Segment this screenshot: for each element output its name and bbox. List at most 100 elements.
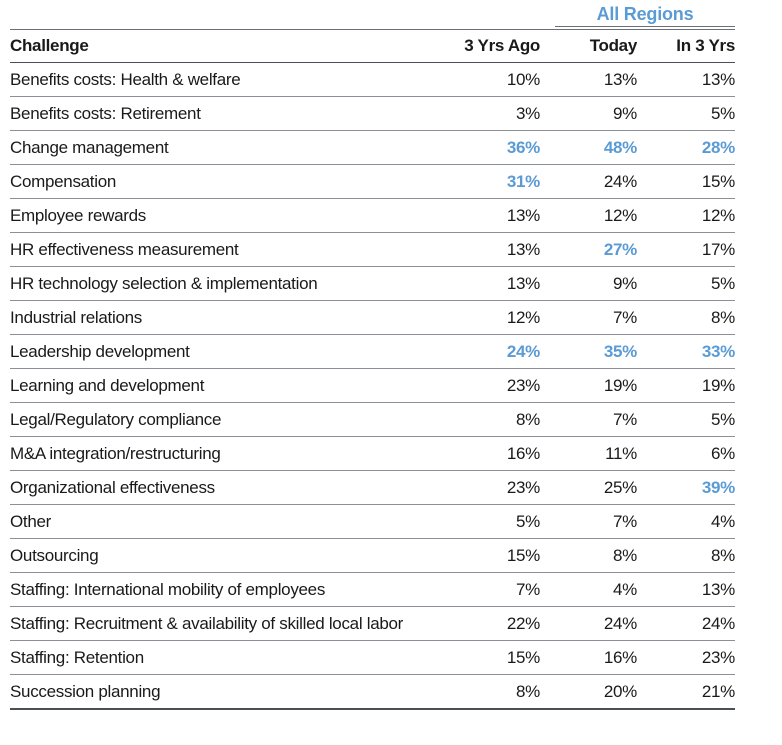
value-3-yrs-ago: 5% — [516, 512, 540, 531]
table-row: Legal/Regulatory compliance 8% 7% 5% — [10, 403, 735, 437]
value-3-yrs-ago: 7% — [516, 580, 540, 599]
value-3-yrs-ago: 23% — [506, 376, 540, 395]
value-3-yrs-ago: 15% — [506, 546, 540, 565]
value-3-yrs-ago: 23% — [506, 478, 540, 497]
value-3-yrs-ago: 12% — [506, 308, 540, 327]
challenge-label: Learning and development — [10, 376, 205, 395]
column-header-3-yrs-ago: 3 Yrs Ago — [464, 36, 540, 55]
challenge-label: Staffing: Retention — [10, 648, 144, 667]
challenge-label: HR technology selection & implementation — [10, 274, 318, 293]
challenge-label: Staffing: International mobility of empl… — [10, 580, 326, 599]
value-3-yrs-ago: 8% — [516, 410, 540, 429]
group-header-all-regions: All Regions — [596, 4, 694, 24]
table-row: HR effectiveness measurement 13% 27% 17% — [10, 233, 735, 267]
value-today: 48% — [603, 138, 637, 157]
table-row: Organizational effectiveness 23% 25% 39% — [10, 471, 735, 505]
challenge-label: Compensation — [10, 172, 117, 191]
table-row: HR technology selection & implementation… — [10, 267, 735, 301]
table-row: Staffing: International mobility of empl… — [10, 573, 735, 607]
value-today: 7% — [613, 512, 637, 531]
challenge-label: HR effectiveness measurement — [10, 240, 239, 259]
value-in-3-yrs: 19% — [701, 376, 735, 395]
challenge-label: Outsourcing — [10, 546, 99, 565]
challenge-label: Industrial relations — [10, 308, 142, 327]
value-in-3-yrs: 5% — [711, 104, 735, 123]
table-row: Staffing: Retention 15% 16% 23% — [10, 641, 735, 675]
value-today: 24% — [603, 172, 637, 191]
challenge-label: Leadership development — [10, 342, 190, 361]
value-3-yrs-ago: 13% — [506, 274, 540, 293]
value-in-3-yrs: 33% — [701, 342, 735, 361]
group-header-rule — [555, 26, 735, 27]
value-today: 35% — [603, 342, 637, 361]
challenge-label: Other — [10, 512, 52, 531]
value-3-yrs-ago: 13% — [506, 206, 540, 225]
challenge-label: Benefits costs: Retirement — [10, 104, 201, 123]
table-row: Outsourcing 15% 8% 8% — [10, 539, 735, 573]
table-row: Benefits costs: Health & welfare 10% 13% 13… — [10, 63, 735, 97]
value-in-3-yrs: 24% — [701, 614, 735, 633]
value-3-yrs-ago: 15% — [506, 648, 540, 667]
challenge-label: Succession planning — [10, 682, 161, 701]
value-in-3-yrs: 5% — [711, 274, 735, 293]
value-3-yrs-ago: 8% — [516, 682, 540, 701]
value-today: 27% — [603, 240, 637, 259]
value-in-3-yrs: 13% — [701, 580, 735, 599]
challenge-label: Benefits costs: Health & welfare — [10, 70, 241, 89]
value-in-3-yrs: 6% — [711, 444, 735, 463]
table-top-rule — [10, 29, 735, 30]
value-today: 25% — [603, 478, 637, 497]
value-in-3-yrs: 8% — [711, 308, 735, 327]
challenge-label: Legal/Regulatory compliance — [10, 410, 222, 429]
table-row: Staffing: Recruitment & availability of … — [10, 607, 735, 641]
table-row: Industrial relations 12% 7% 8% — [10, 301, 735, 335]
header-row: Challenge 3 Yrs Ago Today In 3 Yrs — [10, 29, 735, 63]
table-row: Compensation 31% 24% 15% — [10, 165, 735, 199]
value-today: 4% — [613, 580, 637, 599]
value-today: 9% — [613, 274, 637, 293]
table-row: Change management 36% 48% 28% — [10, 131, 735, 165]
column-header-challenge: Challenge — [10, 36, 89, 55]
value-today: 16% — [603, 648, 637, 667]
value-today: 24% — [603, 614, 637, 633]
value-today: 19% — [603, 376, 637, 395]
column-header-today: Today — [589, 36, 637, 55]
challenge-label: Change management — [10, 138, 169, 157]
value-in-3-yrs: 28% — [701, 138, 735, 157]
value-today: 8% — [613, 546, 637, 565]
challenge-label: Employee rewards — [10, 206, 146, 225]
table-row: Employee rewards 13% 12% 12% — [10, 199, 735, 233]
value-3-yrs-ago: 36% — [506, 138, 540, 157]
value-3-yrs-ago: 16% — [506, 444, 540, 463]
value-in-3-yrs: 4% — [711, 512, 735, 531]
value-in-3-yrs: 5% — [711, 410, 735, 429]
value-today: 20% — [603, 682, 637, 701]
value-in-3-yrs: 23% — [701, 648, 735, 667]
value-today: 7% — [613, 308, 637, 327]
table-row: Leadership development 24% 35% 33% — [10, 335, 735, 369]
value-today: 9% — [613, 104, 637, 123]
column-header-in-3-yrs: In 3 Yrs — [676, 36, 735, 55]
value-3-yrs-ago: 3% — [516, 104, 540, 123]
value-today: 7% — [613, 410, 637, 429]
table-row: Learning and development 23% 19% 19% — [10, 369, 735, 403]
table-row: M&A integration/restructuring 16% 11% 6% — [10, 437, 735, 471]
value-3-yrs-ago: 10% — [506, 70, 540, 89]
value-today: 13% — [603, 70, 637, 89]
value-in-3-yrs: 39% — [701, 478, 735, 497]
table-row: Benefits costs: Retirement 3% 9% 5% — [10, 97, 735, 131]
value-in-3-yrs: 8% — [711, 546, 735, 565]
value-3-yrs-ago: 22% — [506, 614, 540, 633]
table-body: Benefits costs: Health & welfare 10% 13% 13… — [10, 63, 735, 709]
table-row: Succession planning 8% 20% 21% — [10, 675, 735, 709]
value-today: 11% — [605, 444, 637, 463]
challenge-label: M&A integration/restructuring — [10, 444, 221, 463]
table-row: Other 5% 7% 4% — [10, 505, 735, 539]
challenge-label: Organizational effectiveness — [10, 478, 215, 497]
value-3-yrs-ago: 13% — [506, 240, 540, 259]
value-in-3-yrs: 17% — [701, 240, 735, 259]
value-in-3-yrs: 21% — [701, 682, 735, 701]
value-in-3-yrs: 13% — [701, 70, 735, 89]
challenge-label: Staffing: Recruitment & availability of … — [10, 614, 404, 633]
value-in-3-yrs: 15% — [701, 172, 735, 191]
